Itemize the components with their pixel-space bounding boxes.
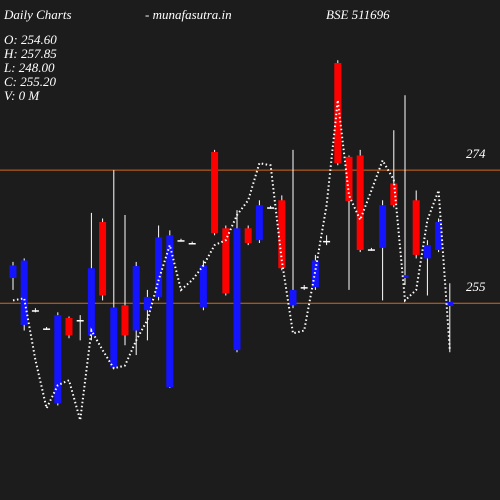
candle-body [54,315,62,404]
candle-body [166,235,174,388]
candle-body [267,207,275,209]
candle-body [289,289,297,306]
candle-body [188,242,196,245]
candle-body [367,249,375,251]
candle-body [334,63,342,164]
candle-body [278,200,286,269]
candle-body [222,228,230,294]
candle-body [65,317,73,336]
ohlc-info: V: 0 M [4,88,40,103]
ohlc-info: O: 254.60 [4,32,57,47]
candle-body [9,265,17,279]
candle-body [345,156,353,201]
candle-body [211,151,219,234]
candle-body [121,305,129,336]
candle-body [43,328,51,330]
candle-body [233,228,241,351]
candle-body [20,260,28,325]
candle-body [446,301,454,307]
y-tick-label: 274 [466,146,486,161]
ohlc-info: L: 248.00 [3,60,55,75]
candle-body [379,205,387,248]
candle-body [300,287,308,289]
chart-title: Daily Charts [3,7,72,22]
candle-body [110,307,118,367]
y-tick-label: 255 [466,279,486,294]
candle-body [323,240,331,243]
ohlc-info: H: 257.85 [3,46,57,61]
candle-body [76,320,84,322]
candle-body [132,266,140,331]
candle-body [401,275,409,279]
symbol: BSE 511696 [326,7,390,22]
ohlc-info: C: 255.20 [4,74,57,89]
candle-body [99,221,107,296]
candle-body [435,221,443,250]
candle-body [311,260,319,288]
candle-body [31,310,39,312]
moving-average [12,100,451,421]
candle-body [356,155,364,250]
candle-body [412,200,420,255]
candle-body [255,205,263,241]
candle-body [423,245,431,259]
candle-body [390,183,398,206]
candle-body [244,228,252,243]
candle-body [155,237,163,297]
subtitle: - munafasutra.in [145,7,232,22]
candle-body [87,268,95,336]
candle-body [143,296,151,311]
candle-body [177,240,185,242]
candle-body [199,265,207,308]
